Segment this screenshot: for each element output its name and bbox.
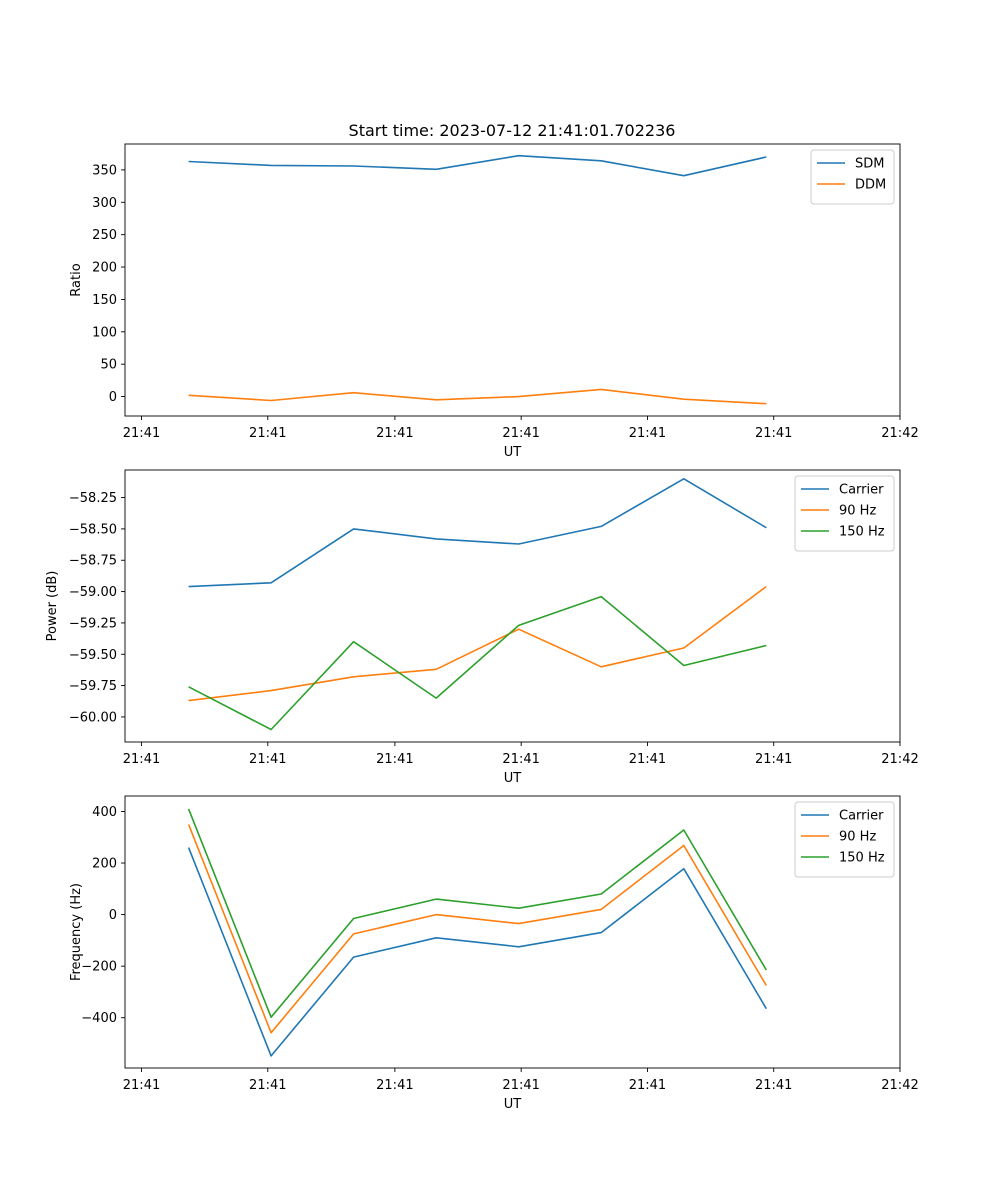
chart-1-y-tick-label: 300 xyxy=(92,196,117,211)
chart-2-y-tick-label: −59.00 xyxy=(69,585,117,600)
chart-3-legend-label: 150 Hz xyxy=(839,851,885,866)
chart-2-y-tick-label: −60.00 xyxy=(69,710,117,725)
chart-3-series-line-1 xyxy=(187,847,767,1057)
chart-1-x-tick-label: 21:41 xyxy=(629,426,666,441)
chart-3-legend xyxy=(794,801,895,878)
chart-3-x-tick-label: 21:41 xyxy=(629,1078,666,1093)
chart-1-plot-frame xyxy=(124,143,901,417)
chart-3-y-tick-label: 200 xyxy=(92,857,117,872)
chart-3-x-tick-label: 21:41 xyxy=(755,1078,792,1093)
chart-2-legend-label: 90 Hz xyxy=(839,504,876,519)
chart-3-y-tick-label: 0 xyxy=(109,908,117,923)
chart-2-y-tick-label: −59.50 xyxy=(69,648,117,663)
chart-2-y-tick-label: −58.75 xyxy=(69,554,117,569)
chart-2-series-line-2 xyxy=(188,585,767,702)
chart-1-x-tick-label: 21:41 xyxy=(502,426,539,441)
chart-2-x-tick-label: 21:41 xyxy=(755,752,792,767)
chart-3-series-line-3 xyxy=(187,808,767,1019)
chart-3-x-tick-label: 21:41 xyxy=(502,1078,539,1093)
chart-2-legend xyxy=(794,475,895,552)
chart-3-x-tick-label: 21:41 xyxy=(123,1078,160,1093)
chart-3-x-axis-label: UT xyxy=(504,1097,522,1112)
chart-2-y-tick-label: −58.25 xyxy=(69,491,117,506)
chart-1-y-axis-label: Ratio xyxy=(69,263,84,296)
chart-2: 21:41 21:41 21:41 21:41 21:41 21:41 21:42 −60.0… xyxy=(45,469,919,786)
chart-1-series-line-2 xyxy=(188,388,767,405)
chart-3-x-tick-label: 21:41 xyxy=(376,1078,413,1093)
chart-3-x-tick-label: 21:42 xyxy=(881,1078,918,1093)
chart-1-y-tick-label: 350 xyxy=(92,163,117,178)
chart-2-y-tick-label: −59.75 xyxy=(69,679,117,694)
chart-1-x-tick-label: 21:41 xyxy=(755,426,792,441)
chart-1-x-tick-label: 21:41 xyxy=(249,426,286,441)
chart-3-y-tick-label: −400 xyxy=(81,1011,117,1026)
chart-1-y-tick-label: 200 xyxy=(92,261,117,276)
chart-2-x-tick-label: 21:42 xyxy=(881,752,918,767)
chart-1-legend-label: SDM xyxy=(855,157,884,172)
chart-1-y-tick-label: 0 xyxy=(109,390,117,405)
chart-2-x-tick-label: 21:41 xyxy=(123,752,160,767)
chart-2-plot-frame xyxy=(124,469,901,743)
chart-1-x-tick-label: 21:42 xyxy=(881,426,918,441)
chart-2-legend-label: 150 Hz xyxy=(839,525,885,540)
chart-3-plot-frame xyxy=(124,795,901,1069)
chart-1-y-tick-label: 250 xyxy=(92,228,117,243)
chart-1-legend-label: DDM xyxy=(855,178,886,193)
chart-1-x-tick-label: 21:41 xyxy=(376,426,413,441)
chart-2-x-tick-label: 21:41 xyxy=(502,752,539,767)
chart-1-x-tick-label: 21:41 xyxy=(123,426,160,441)
chart-1-x-axis-label: UT xyxy=(504,445,522,460)
chart-3-legend-label: 90 Hz xyxy=(839,830,876,845)
chart-2-series-line-1 xyxy=(188,477,767,588)
chart-2-legend-label: Carrier xyxy=(839,483,884,498)
chart-2-x-axis-label: UT xyxy=(504,771,522,786)
chart-2-x-tick-label: 21:41 xyxy=(249,752,286,767)
chart-3-legend-label: Carrier xyxy=(839,809,884,824)
chart-2-y-tick-label: −58.50 xyxy=(69,522,117,537)
chart-3-y-tick-label: −200 xyxy=(81,960,117,975)
chart-3-x-tick-label: 21:41 xyxy=(249,1078,286,1093)
chart-3-y-axis-label: Frequency (Hz) xyxy=(69,883,84,981)
chart-3: 21:41 21:41 21:41 21:41 21:41 21:41 21:42 −400 −… xyxy=(69,795,919,1112)
chart-1: 21:41 21:41 21:41 21:41 21:41 21:41 21:42 0 50 10… xyxy=(69,143,919,460)
chart-3-series-line-2 xyxy=(187,824,767,1034)
chart-3-y-tick-label: 400 xyxy=(92,805,117,820)
chart-1-y-tick-label: 100 xyxy=(92,325,117,340)
chart-2-y-tick-label: −59.25 xyxy=(69,616,117,631)
chart-1-y-tick-label: 50 xyxy=(100,358,117,373)
chart-1-y-tick-label: 150 xyxy=(92,293,117,308)
chart-1-series-line-1 xyxy=(188,154,767,177)
chart-2-series-line-3 xyxy=(188,595,767,731)
subplots: 21:41 21:41 21:41 21:41 21:41 21:41 21:42 0 50 10… xyxy=(45,143,919,1112)
chart-2-y-axis-label: Power (dB) xyxy=(45,571,60,642)
chart-2-x-tick-label: 21:41 xyxy=(376,752,413,767)
chart-2-x-tick-label: 21:41 xyxy=(629,752,666,767)
chart-title: Start time: 2023-07-12 21:41:01.702236 xyxy=(349,121,676,140)
